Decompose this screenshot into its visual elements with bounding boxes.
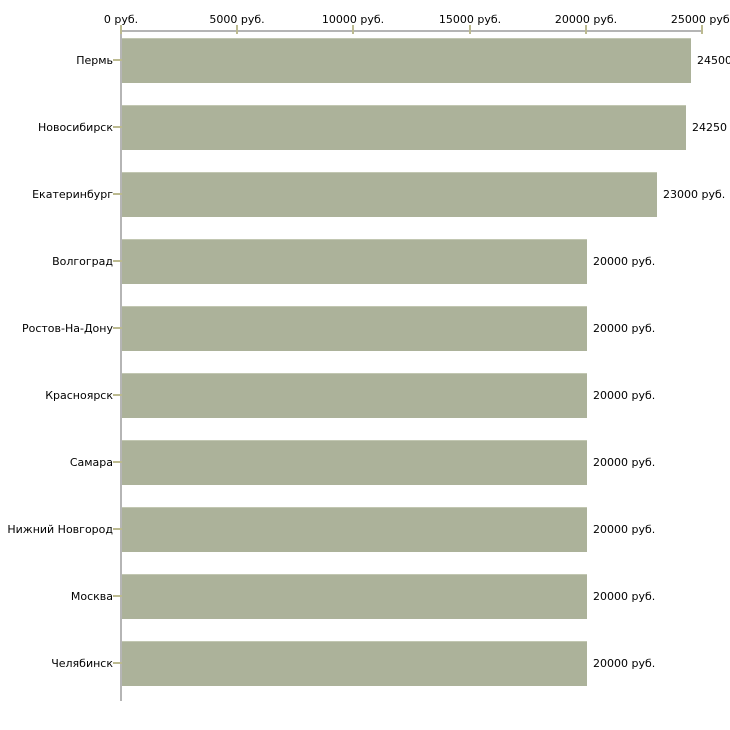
category-label: Красноярск <box>45 389 113 402</box>
x-tick-label: 10000 руб. <box>321 13 385 26</box>
category-tick-mark <box>113 595 123 597</box>
x-tick-mark <box>352 25 354 34</box>
bar <box>122 373 587 418</box>
category-axis: Пермь Новосибирск Екатеринбург Волгоград… <box>0 31 113 701</box>
category-tick-mark <box>113 193 123 195</box>
x-tick-mark <box>120 25 122 34</box>
y-axis-line <box>120 31 122 701</box>
category-label: Волгоград <box>52 255 113 268</box>
category-tick-mark <box>113 461 123 463</box>
bar-row: 24250 руб. <box>113 98 730 165</box>
category-tick-mark <box>113 260 123 262</box>
plot-area: 24500 руб. 24250 руб. 23000 руб. 20000 р… <box>113 31 730 701</box>
bar-row: 20000 руб. <box>113 567 730 634</box>
category-label: Пермь <box>76 54 113 67</box>
bar-value-label: 20000 руб. <box>593 389 656 402</box>
bar-value-label: 20000 руб. <box>593 657 656 670</box>
bar-value-label: 20000 руб. <box>593 322 656 335</box>
bar <box>122 172 657 217</box>
bar-value-label: 20000 руб. <box>593 590 656 603</box>
category-tick-mark <box>113 528 123 530</box>
bar-value-label: 24250 руб. <box>692 121 730 134</box>
category-label: Челябинск <box>51 657 113 670</box>
bar-row: 24500 руб. <box>113 31 730 98</box>
category-tick-mark <box>113 59 123 61</box>
bar-value-label: 20000 руб. <box>593 456 656 469</box>
x-tick-mark <box>701 25 703 34</box>
category-label: Ростов-На-Дону <box>21 322 113 335</box>
bar-row: 20000 руб. <box>113 634 730 701</box>
bar-value-label: 20000 руб. <box>593 523 656 536</box>
x-tick-label: 15000 руб. <box>438 13 502 26</box>
bar-row: 23000 руб. <box>113 165 730 232</box>
bar-row: 20000 руб. <box>113 232 730 299</box>
category-label: Екатеринбург <box>32 188 113 201</box>
bar-row: 20000 руб. <box>113 366 730 433</box>
category-label: Самара <box>69 456 113 469</box>
bar-row: 20000 руб. <box>113 500 730 567</box>
bar-value-label: 24500 руб. <box>697 54 730 67</box>
bar <box>122 306 587 351</box>
bar <box>122 507 587 552</box>
bar <box>122 574 587 619</box>
bar-value-label: 23000 руб. <box>663 188 726 201</box>
bar-row: 20000 руб. <box>113 299 730 366</box>
x-axis-line <box>120 30 703 32</box>
bar-value-label: 20000 руб. <box>593 255 656 268</box>
category-tick-mark <box>113 126 123 128</box>
category-tick-mark <box>113 394 123 396</box>
bar <box>122 239 587 284</box>
bar-row: 20000 руб. <box>113 433 730 500</box>
x-tick-label: 0 руб. <box>103 13 139 26</box>
bar <box>122 641 587 686</box>
x-tick-label: 25000 руб. <box>670 13 730 26</box>
x-tick-label: 20000 руб. <box>554 13 618 26</box>
x-tick-mark <box>469 25 471 34</box>
category-tick-mark <box>113 662 123 664</box>
bar <box>122 440 587 485</box>
category-label: Нижний Новгород <box>7 523 113 536</box>
category-tick-mark <box>113 327 123 329</box>
category-label: Новосибирск <box>37 121 113 134</box>
category-label: Москва <box>70 590 113 603</box>
x-tick-mark <box>585 25 587 34</box>
x-tick-mark <box>236 25 238 34</box>
bar <box>122 105 686 150</box>
x-tick-label: 5000 руб. <box>209 13 265 26</box>
bar <box>122 38 691 83</box>
